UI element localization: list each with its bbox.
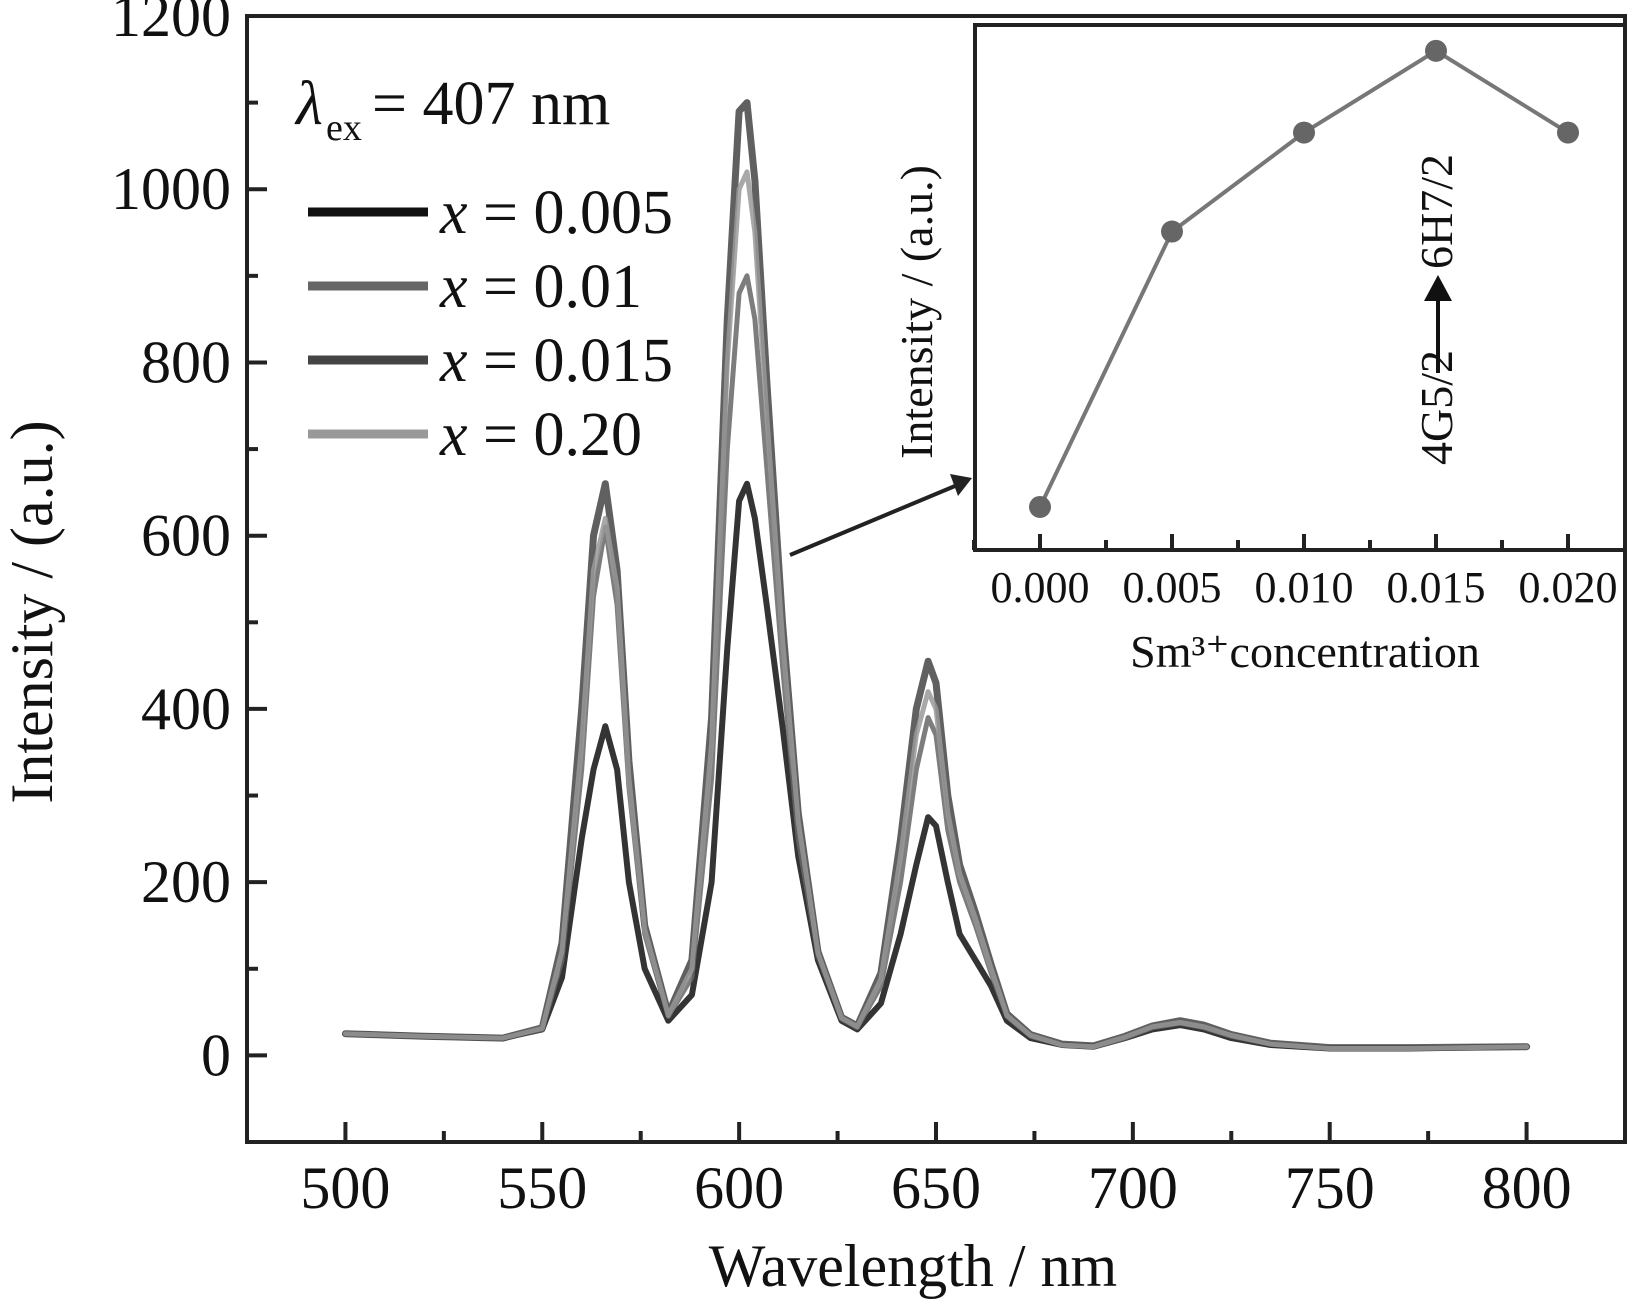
upper-state-label: 6H7/2	[1411, 154, 1462, 269]
main-x-tick-label: 750	[1285, 1155, 1375, 1221]
inset-x-tick-label: 0.010	[1255, 563, 1354, 612]
main-x-tick-label: 650	[891, 1155, 981, 1221]
transition-arrow-head	[1424, 275, 1452, 301]
svg-text:6H7/2: 6H7/2	[1411, 154, 1462, 269]
lambda-symbol: λ	[294, 70, 323, 138]
inset-data-point	[1029, 495, 1051, 518]
legend-label: x = 0.20	[439, 401, 642, 469]
legend-label: x = 0.01	[439, 253, 642, 321]
pointer-arrowhead	[950, 474, 972, 496]
legend-label: x = 0.015	[439, 327, 673, 395]
main-y-tick-label: 600	[141, 503, 231, 569]
main-y-tick-label: 1000	[111, 156, 231, 222]
main-x-ticks: 500 550 600 650 700 750 800	[300, 1122, 1572, 1221]
inset-data-point	[1425, 39, 1447, 62]
inset-data-point	[1557, 121, 1579, 144]
main-x-tick-label: 550	[497, 1155, 587, 1221]
pointer-line	[789, 484, 956, 557]
inset-x-axis-label: Sm³⁺concentration	[1130, 626, 1480, 677]
main-x-tick-label: 700	[1088, 1155, 1178, 1221]
inset-data-point	[1161, 220, 1183, 243]
main-x-tick-label: 500	[300, 1155, 390, 1221]
inset-x-tick-label: 0.015	[1387, 563, 1486, 612]
inset-x-tick-label: 0.000	[991, 563, 1090, 612]
main-y-tick-label: 800	[141, 329, 231, 395]
inset-x-ticks: 0.000 0.005 0.010 0.015 0.020	[972, 534, 1618, 612]
main-y-tick-label: 0	[201, 1022, 231, 1088]
lambda-subscript: ex	[326, 107, 362, 149]
inset-series-group	[1029, 39, 1579, 518]
inset-y-axis-label: Intensity / (a.u.)	[891, 165, 942, 459]
main-y-axis-label: Intensity / (a.u.)	[0, 420, 65, 803]
inset-data-point	[1293, 121, 1315, 144]
main-x-axis-label: Wavelength / nm	[709, 1233, 1117, 1299]
excitation-value: = 407 nm	[372, 70, 610, 138]
inset-background	[975, 25, 1625, 550]
main-x-tick-label: 600	[694, 1155, 784, 1221]
main-y-tick-label: 200	[141, 849, 231, 915]
transition-annotation: 4G5/2 6H7/2	[1411, 154, 1462, 465]
legend-label: x = 0.005	[439, 179, 673, 247]
inset-x-tick-label: 0.020	[1519, 563, 1618, 612]
main-y-tick-label: 400	[141, 676, 231, 742]
series-line-x-0-20	[342, 169, 1530, 1051]
excitation-annotation: λ ex = 407 nm	[294, 70, 610, 149]
main-series-group	[341, 99, 1531, 1052]
main-y-ticks: 0 200 400 600 800 1000 1200	[111, 0, 267, 1144]
main-x-tick-label: 800	[1482, 1155, 1572, 1221]
inset-x-tick-label: 0.005	[1123, 563, 1222, 612]
main-y-tick-label: 1200	[111, 0, 231, 49]
inset-plot-frame	[973, 23, 1627, 552]
